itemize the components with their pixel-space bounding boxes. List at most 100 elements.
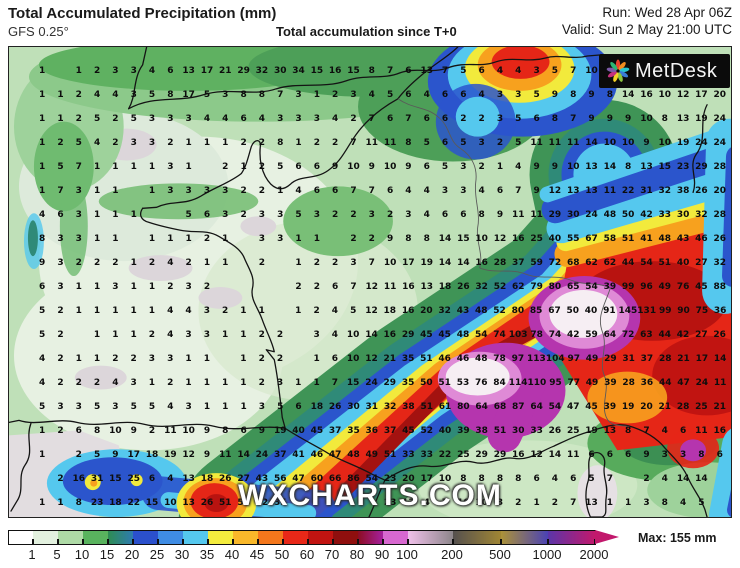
precip-value: 16 [72, 473, 86, 484]
precip-value: 6 [332, 185, 339, 196]
precip-value: 4 [496, 65, 504, 76]
precip-value: 5 [277, 161, 284, 172]
colorbar-tick [232, 539, 234, 544]
precip-value: 3 [295, 89, 302, 100]
precip-value: 3 [368, 209, 375, 220]
precip-value: 1 [313, 89, 320, 100]
precip-value: 39 [603, 281, 617, 292]
precip-value: 60 [310, 473, 324, 484]
precip-value: 1 [130, 161, 137, 172]
precip-value: 9 [203, 449, 211, 460]
precip-value: 9 [551, 161, 559, 172]
precip-value: 67 [548, 305, 561, 316]
precip-value: 10 [346, 353, 360, 364]
precip-value: 26 [200, 497, 214, 508]
accumulation-label: Total accumulation since T+0 [276, 24, 457, 39]
precip-value: 50 [420, 377, 433, 388]
grid-row: 8 3 3 1 1 1 1 1 2 1 3 3 1 1 2 2 9 8 8 14 15 10 12 16 25 40 55 67 58 5… [33, 227, 729, 251]
precip-value: 6 [423, 113, 430, 124]
precip-value: 58 [237, 497, 250, 508]
precip-value: 15 [347, 65, 360, 76]
precip-value: 38 [402, 401, 415, 412]
precip-value: 2 [148, 425, 156, 436]
precip-value: 7 [441, 65, 449, 76]
precip-value: 4 [331, 305, 339, 316]
colorbar-tick-label: 20 [124, 547, 140, 562]
precip-value: 46 [695, 233, 708, 244]
precip-value: 3 [185, 281, 192, 292]
precip-value: 62 [585, 257, 598, 268]
precip-value: 3 [167, 113, 174, 124]
precip-value: 3 [222, 185, 229, 196]
precip-value: 14 [713, 353, 727, 364]
precip-value: 1 [148, 281, 156, 292]
precip-value: 2 [258, 137, 266, 148]
precip-value: 14 [621, 89, 635, 100]
precip-value: 2 [332, 137, 339, 148]
precip-value: 19 [164, 449, 177, 460]
precip-value: 2 [313, 281, 320, 292]
precip-value: 17 [402, 257, 415, 268]
precip-value: 6 [167, 65, 174, 76]
colorbar: Max: 155 mm 1 5 10 15 20 25 30 35 40 45 50 60 70 80 90… [8, 530, 732, 564]
precip-value: 4 [423, 497, 430, 508]
precip-value: 1 [295, 377, 302, 388]
precip-value: 5 [295, 209, 302, 220]
precip-value: 17 [420, 473, 433, 484]
precip-value: 4 [478, 185, 485, 196]
precip-value: 10 [475, 497, 488, 508]
grid-row: 1 1 8 23 18 22 15 10 13 26 51 58 42 35 23 13 4 7 10 10 3 2 1 2 7… [33, 491, 729, 515]
precip-value: 8 [625, 425, 632, 436]
precip-value: 5 [203, 89, 211, 100]
colorbar-tick [207, 539, 209, 544]
precip-value: 5 [551, 65, 559, 76]
precip-value: 2 [240, 137, 247, 148]
precip-value: 5 [441, 161, 449, 172]
precip-value: 3 [130, 137, 137, 148]
precip-value: 1 [222, 401, 229, 412]
colorbar-segments [8, 530, 596, 545]
precip-value: 5 [698, 497, 705, 508]
precip-value: 4 [185, 305, 192, 316]
colorbar-segment [33, 531, 58, 544]
grid-row: 2 16 31 15 25 6 4 13 18 26 27 43 56 47 60 66 86 54 23 20 17 1… [33, 467, 729, 491]
precip-value: 4 [551, 473, 559, 484]
precip-value: 1 [130, 209, 137, 220]
precip-value: 9 [643, 449, 650, 460]
colorbar-tick [594, 539, 596, 544]
precip-value: 88 [713, 281, 726, 292]
precip-value: 48 [658, 233, 672, 244]
precip-value: 3 [185, 185, 192, 196]
colorbar-tick [132, 539, 134, 544]
precip-value: 3 [258, 209, 266, 220]
precip-value: 26 [328, 401, 342, 412]
precip-value: 6 [441, 89, 449, 100]
precip-value: 3 [203, 329, 210, 340]
precip-value: 31 [622, 353, 635, 364]
precip-value: 1 [203, 401, 211, 412]
precip-value: 1 [57, 497, 64, 508]
colorbar-tick-label: 1000 [532, 547, 562, 562]
precip-value: 8 [93, 425, 101, 436]
precip-value: 59 [585, 329, 598, 340]
precip-value: 4 [515, 161, 522, 172]
precip-value: 28 [713, 209, 726, 220]
precip-value: 13 [182, 473, 195, 484]
colorbar-tick [257, 539, 259, 544]
precip-value: 1 [130, 281, 137, 292]
precip-value: 3 [313, 329, 320, 340]
precip-value: 41 [640, 233, 653, 244]
precip-value: 29 [493, 449, 507, 460]
precip-value: 13 [420, 65, 433, 76]
precip-value: 2 [112, 137, 119, 148]
precip-value: 2 [276, 353, 284, 364]
precip-value: 1 [93, 329, 101, 340]
precip-value: 3 [496, 89, 504, 100]
precip-value: 9 [258, 425, 266, 436]
colorbar-tick [32, 539, 34, 544]
grid-row: 1 7 3 1 1 1 3 3 3 3 2 2 1 4 6 6 7 7 6 4 4 3 3 4 6 7 9 12 13 13 11 22 31 3… [33, 179, 729, 203]
precip-value: 113 [527, 353, 546, 364]
grid-row: 1 2 6 8 10 9 2 11 10 9 8 6 9 19 40 45 37 35 36 37 45 52 40 39 38… [33, 419, 729, 443]
model-label: GFS 0.25° [8, 24, 69, 39]
precip-value: 51 [420, 401, 433, 412]
